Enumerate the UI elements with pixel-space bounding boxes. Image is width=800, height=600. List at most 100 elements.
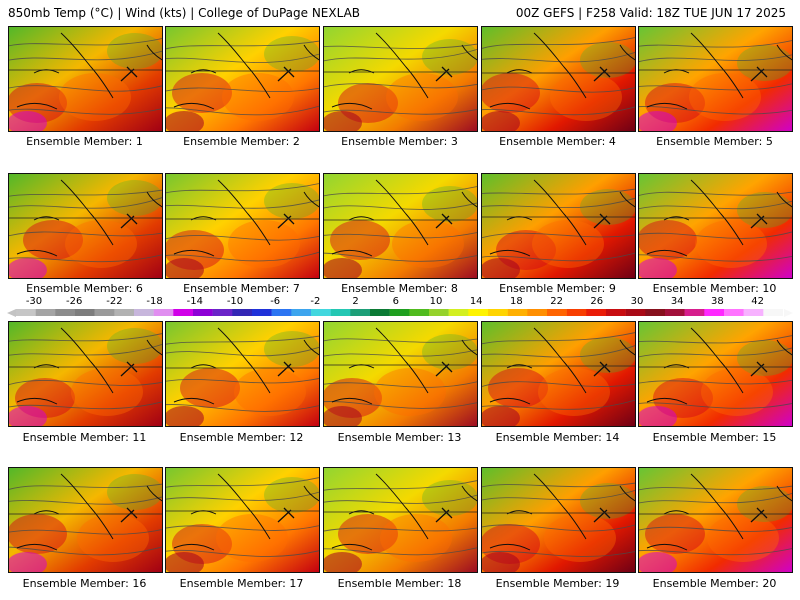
temperature-contour-line bbox=[324, 202, 477, 210]
geographic-outline bbox=[489, 398, 531, 405]
geographic-outline bbox=[146, 191, 162, 208]
ensemble-member-map bbox=[323, 26, 478, 132]
temperature-anomaly-region bbox=[9, 406, 47, 426]
member-map-canvas bbox=[639, 27, 792, 131]
temperature-anomaly-region bbox=[9, 258, 47, 278]
ensemble-member-label: Ensemble Member: 7 bbox=[183, 282, 300, 295]
temperature-contour-line bbox=[639, 54, 792, 63]
geographic-outline bbox=[489, 103, 531, 110]
geographic-outline bbox=[646, 398, 688, 405]
temperature-contour-line bbox=[324, 349, 477, 357]
geographic-outline bbox=[619, 191, 635, 208]
colorbar-swatch bbox=[665, 309, 685, 316]
geographic-outline bbox=[33, 510, 60, 515]
colorbar-swatch bbox=[350, 309, 371, 316]
geographic-outline bbox=[146, 339, 162, 356]
geographic-outline bbox=[593, 213, 611, 229]
temperature-anomaly-region bbox=[392, 220, 464, 268]
geographic-outline bbox=[303, 44, 319, 61]
temperature-contour-line bbox=[166, 377, 319, 384]
colorbar-swatch bbox=[704, 309, 725, 316]
geographic-outline bbox=[690, 327, 744, 394]
ensemble-member-label: Ensemble Member: 2 bbox=[183, 135, 300, 148]
colorbar-swatch bbox=[173, 309, 194, 316]
colorbar-swatch bbox=[134, 309, 154, 316]
geographic-outline bbox=[375, 473, 429, 540]
ensemble-member-label: Ensemble Member: 4 bbox=[499, 135, 616, 148]
temperature-anomaly-region bbox=[107, 33, 162, 69]
temperature-anomaly-region bbox=[422, 186, 477, 222]
temperature-contour-line bbox=[639, 40, 792, 48]
colorbar-swatch bbox=[448, 309, 469, 316]
geographic-outline bbox=[120, 66, 138, 82]
geographic-outline bbox=[173, 544, 215, 551]
temperature-contour-line bbox=[324, 232, 477, 239]
temperature-anomaly-region bbox=[639, 406, 677, 426]
temperature-anomaly-region bbox=[639, 220, 697, 260]
temperature-contour-line bbox=[639, 492, 792, 504]
temperature-anomaly-region bbox=[338, 514, 398, 554]
temperature-anomaly-region bbox=[482, 552, 520, 572]
temperature-contour-line bbox=[9, 343, 162, 356]
colorbar-swatch bbox=[527, 309, 548, 316]
temperature-contour-line bbox=[9, 401, 162, 410]
colorbar-tick-label: 26 bbox=[590, 296, 604, 307]
temperature-contour-line bbox=[166, 404, 319, 412]
temperature-contour-line bbox=[166, 251, 319, 262]
temperature-contour-line bbox=[9, 196, 162, 209]
colorbar-swatch bbox=[763, 309, 783, 316]
geographic-outline bbox=[146, 485, 162, 502]
ensemble-member-label: Ensemble Member: 19 bbox=[495, 577, 620, 590]
temperature-anomaly-region bbox=[264, 477, 319, 513]
colorbar-swatch bbox=[35, 309, 56, 316]
temperature-contour-line bbox=[639, 254, 792, 262]
geographic-outline bbox=[331, 103, 373, 110]
colorbar-swatch bbox=[311, 309, 331, 316]
temperature-anomaly-region bbox=[482, 258, 520, 278]
colorbar-swatch bbox=[94, 309, 115, 316]
colorbar-swatch bbox=[625, 309, 646, 316]
colorbar-tick-label: -30 bbox=[25, 296, 43, 307]
member-map-canvas bbox=[166, 27, 319, 131]
colorbar-swatch bbox=[252, 309, 272, 316]
temperature-contour-line bbox=[482, 252, 635, 262]
ensemble-member-map bbox=[481, 467, 636, 573]
geographic-outline bbox=[489, 250, 531, 257]
geographic-outline bbox=[331, 544, 373, 551]
member-map-canvas bbox=[639, 174, 792, 278]
ensemble-member-label: Ensemble Member: 9 bbox=[499, 282, 616, 295]
geographic-outline bbox=[348, 216, 375, 221]
colorbar-tick-label: -26 bbox=[66, 296, 83, 307]
temperature-colorbar bbox=[16, 309, 783, 316]
member-map-canvas bbox=[639, 322, 792, 426]
colorbar-swatch bbox=[645, 309, 666, 316]
ensemble-member-map bbox=[481, 321, 636, 427]
temperature-anomaly-region bbox=[107, 474, 162, 510]
temperature-anomaly-region bbox=[380, 514, 452, 562]
geographic-outline bbox=[776, 339, 792, 356]
colorbar-swatch bbox=[55, 309, 76, 316]
temperature-anomaly-region bbox=[9, 514, 67, 554]
member-map-canvas bbox=[324, 322, 477, 426]
ensemble-member-map bbox=[8, 321, 163, 427]
geographic-outline bbox=[593, 66, 611, 82]
temperature-contour-line bbox=[482, 550, 635, 557]
colorbar-tick-label: -22 bbox=[106, 296, 123, 307]
colorbar-swatch bbox=[114, 309, 135, 316]
temperature-contour-line bbox=[324, 186, 477, 197]
temperature-anomaly-region bbox=[695, 220, 767, 268]
ensemble-member-map bbox=[323, 321, 478, 427]
temperature-anomaly-region bbox=[228, 220, 300, 268]
geographic-outline bbox=[776, 485, 792, 502]
geographic-outline bbox=[690, 32, 744, 99]
ensemble-member-label: Ensemble Member: 13 bbox=[337, 431, 462, 444]
colorbar-swatch bbox=[193, 309, 213, 316]
geographic-outline bbox=[690, 179, 744, 246]
temperature-anomaly-region bbox=[580, 483, 635, 519]
member-map-canvas bbox=[9, 27, 162, 131]
geographic-outline bbox=[619, 44, 635, 61]
temperature-contour-line bbox=[482, 381, 635, 388]
temperature-contour-line bbox=[639, 200, 792, 210]
geographic-outline bbox=[533, 32, 587, 99]
